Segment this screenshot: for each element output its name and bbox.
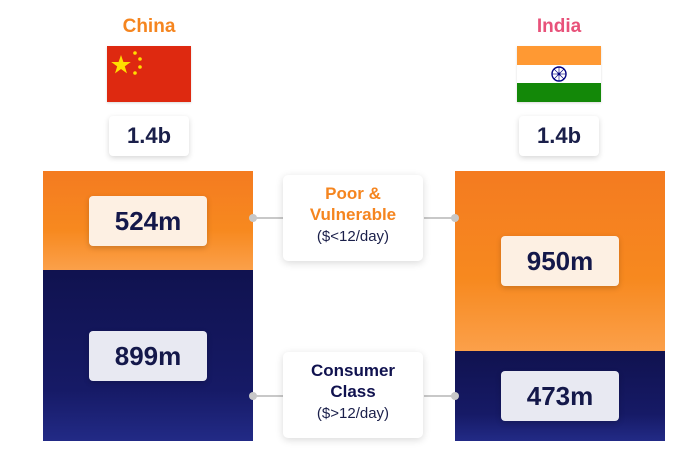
china-poor-value-label: 524m xyxy=(89,196,207,246)
poor-vulnerable-legend: Poor & Vulnerable ($<12/day) xyxy=(283,175,423,261)
china-population: 1.4b xyxy=(109,116,189,156)
poor-legend-title-line1: Poor & xyxy=(283,183,423,204)
india-poor-value-label: 950m xyxy=(501,236,619,286)
poor-legend-title-line2: Vulnerable xyxy=(283,204,423,225)
consumer-class-legend: Consumer Class ($>12/day) xyxy=(283,352,423,438)
poor-connector-dot-right xyxy=(451,214,459,222)
consumer-connector-dot-left xyxy=(249,392,257,400)
consumer-connector-left xyxy=(253,395,283,397)
poor-legend-threshold: ($<12/day) xyxy=(283,227,423,247)
consumer-legend-title-line2: Class xyxy=(283,381,423,402)
consumer-legend-title-line1: Consumer xyxy=(283,360,423,381)
india-consumer-value-label: 473m xyxy=(501,371,619,421)
china-consumer-value-label: 899m xyxy=(89,331,207,381)
poor-connector-left xyxy=(253,217,283,219)
india-country-name: India xyxy=(499,16,619,38)
consumer-connector-dot-right xyxy=(451,392,459,400)
china-flag-icon xyxy=(107,46,191,102)
china-country-name: China xyxy=(89,16,209,38)
poor-connector-dot-left xyxy=(249,214,257,222)
india-flag-icon xyxy=(517,46,601,102)
india-population: 1.4b xyxy=(519,116,599,156)
consumer-legend-threshold: ($>12/day) xyxy=(283,404,423,424)
